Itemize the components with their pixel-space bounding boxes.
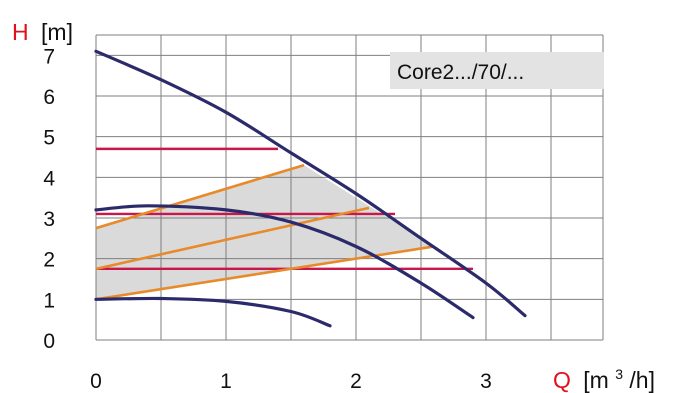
model-label-background xyxy=(390,52,604,89)
x-axis-unit-suffix: /h] xyxy=(629,367,655,393)
x-tick-label: 3 xyxy=(480,370,492,393)
model-label-box: Core2.../70/... xyxy=(390,52,604,89)
x-axis-unit-prefix: [m xyxy=(583,367,609,393)
pump-curve-1 xyxy=(94,49,527,318)
y-tick-label: 5 xyxy=(43,127,55,150)
y-tick-label: 1 xyxy=(43,289,55,312)
x-axis-unit-sup: 3 xyxy=(615,366,623,382)
y-axis-title: H [m] xyxy=(12,19,73,45)
x-tick-label: 2 xyxy=(350,370,362,393)
y-tick-label: 0 xyxy=(43,330,55,353)
tick-labels: 0 1 2 3 4 5 6 7 0 1 2 3 xyxy=(43,45,492,393)
y-axis-unit: [m] xyxy=(41,19,73,45)
y-tick-label: 3 xyxy=(43,208,55,231)
y-tick-label: 4 xyxy=(43,167,55,190)
y-tick-label: 2 xyxy=(43,249,55,272)
series xyxy=(94,49,527,328)
y-tick-label: 6 xyxy=(43,86,55,109)
y-axis-symbol: H xyxy=(12,19,29,45)
x-axis-symbol: Q xyxy=(553,367,571,393)
pump-curve-2 xyxy=(94,204,475,320)
proportional-pressure-line-1 xyxy=(95,163,305,230)
model-label: Core2.../70/... xyxy=(397,61,524,84)
pump-curve-3 xyxy=(94,296,332,328)
x-tick-label: 1 xyxy=(220,370,232,393)
x-tick-label: 0 xyxy=(90,370,102,393)
proportional-pressure-line-3 xyxy=(95,245,435,301)
x-axis-title: Q [m 3 /h] xyxy=(553,358,655,393)
proportional-pressure-line-2 xyxy=(95,206,370,271)
y-tick-label: 7 xyxy=(43,45,55,68)
